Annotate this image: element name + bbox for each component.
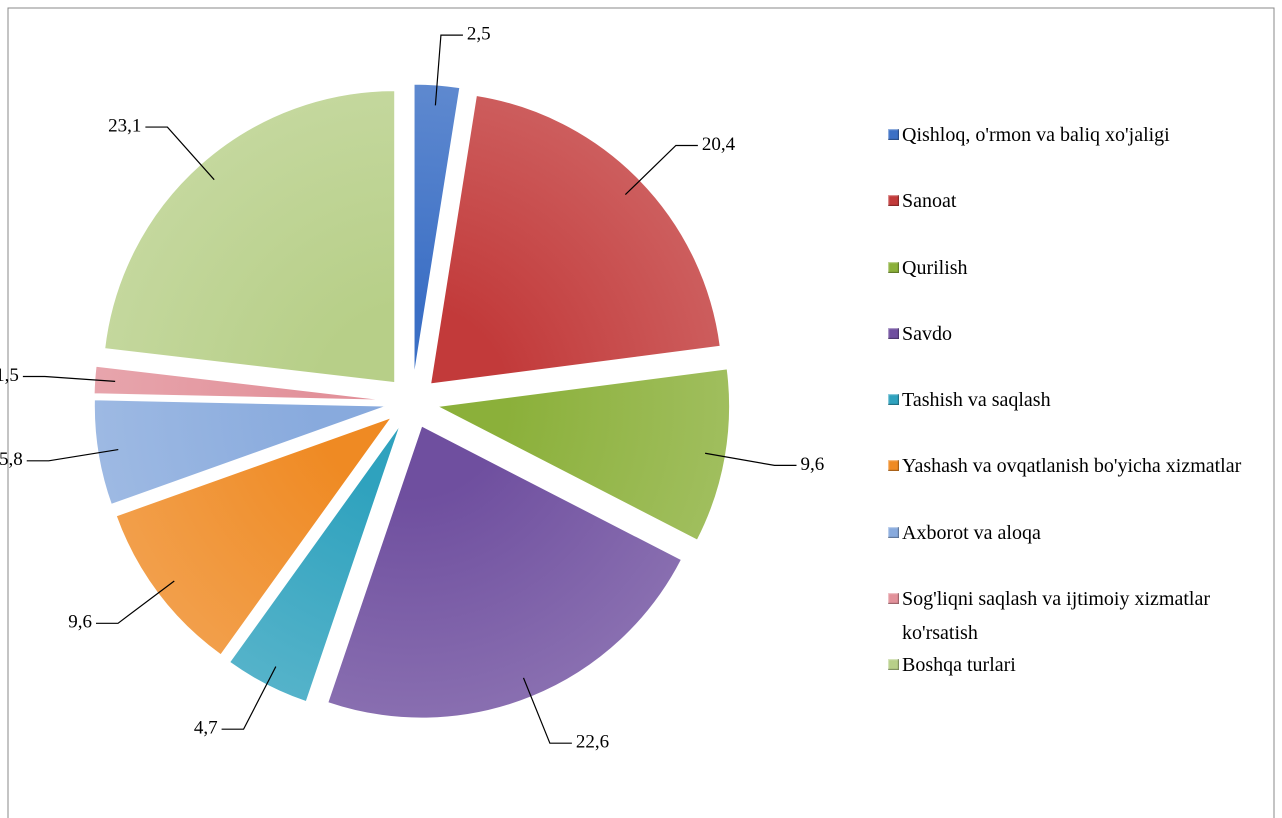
legend-item: Boshqa turlari [888, 648, 1273, 682]
legend-swatch [888, 592, 899, 604]
leader-line [624, 144, 698, 196]
leader-line [705, 452, 797, 466]
legend-swatch [888, 526, 899, 538]
data-label: 9,6 [800, 454, 824, 475]
leader-line [26, 448, 119, 462]
legend-label: Yashash va ovqatlanish bo'yicha xizmatla… [902, 455, 1242, 478]
legend-swatch [888, 261, 899, 273]
legend-swatch [888, 327, 899, 339]
legend-swatch [888, 659, 899, 670]
data-label: 23,1 [108, 115, 141, 136]
leader-line [221, 666, 277, 730]
data-label: 20,4 [702, 134, 736, 155]
legend-swatch [888, 195, 899, 207]
data-label: 5,8 [0, 449, 23, 470]
data-label: 22,6 [576, 732, 609, 753]
data-label: 2,5 [467, 23, 491, 44]
legend-label: Sanoat [902, 190, 957, 213]
legend-item: Axborot va aloqa [888, 516, 1273, 550]
legend-label: Savdo [902, 322, 952, 345]
legend-label: Boshqa turlari [902, 654, 1016, 676]
legend-swatch [888, 394, 899, 405]
legend-label: Sog'liqni saqlash va ijtimoiy xizmatlar … [902, 587, 1211, 644]
legend-swatch [888, 129, 899, 140]
legend-label: Qishloq, o'rmon va baliq xo'jaligi [902, 124, 1170, 146]
legend-item: Sog'liqni saqlash va ijtimoiy xizmatlar … [888, 582, 1273, 650]
leader-line [96, 580, 175, 624]
legend-swatch [888, 460, 899, 472]
data-label: 4,7 [194, 718, 218, 739]
leader-line [434, 34, 463, 106]
legend-item: Yashash va ovqatlanish bo'yicha xizmatla… [888, 449, 1273, 483]
legend-label: Qurilish [902, 256, 968, 279]
legend-item: Qurilish [888, 251, 1273, 285]
pie-slice [430, 94, 721, 385]
frame [7, 7, 1275, 818]
legend-item: Qishloq, o'rmon va baliq xo'jaligi [888, 118, 1273, 152]
legend-label: Tashish va saqlash [902, 389, 1051, 411]
legend-item: Tashish va saqlash [888, 383, 1273, 417]
data-label: 1,5 [0, 365, 19, 386]
leader-line [522, 677, 572, 744]
legend-item: Savdo [888, 317, 1273, 351]
pie-slice [104, 90, 396, 384]
leader-line [22, 375, 116, 383]
legend-item: Sanoat [888, 184, 1273, 218]
data-label: 9,6 [68, 612, 92, 633]
legend-label: Axborot va aloqa [902, 521, 1041, 544]
leader-line [145, 126, 215, 181]
